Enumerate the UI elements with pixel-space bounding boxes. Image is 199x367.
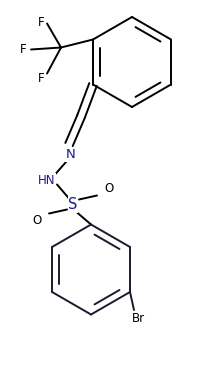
Text: S: S [68, 197, 78, 212]
Text: HN: HN [38, 174, 56, 187]
Text: O: O [104, 182, 114, 195]
Text: F: F [38, 16, 44, 29]
Text: N: N [66, 148, 76, 161]
Text: F: F [20, 43, 26, 56]
Text: O: O [32, 214, 42, 227]
Text: Br: Br [131, 312, 144, 324]
Text: F: F [38, 72, 44, 85]
